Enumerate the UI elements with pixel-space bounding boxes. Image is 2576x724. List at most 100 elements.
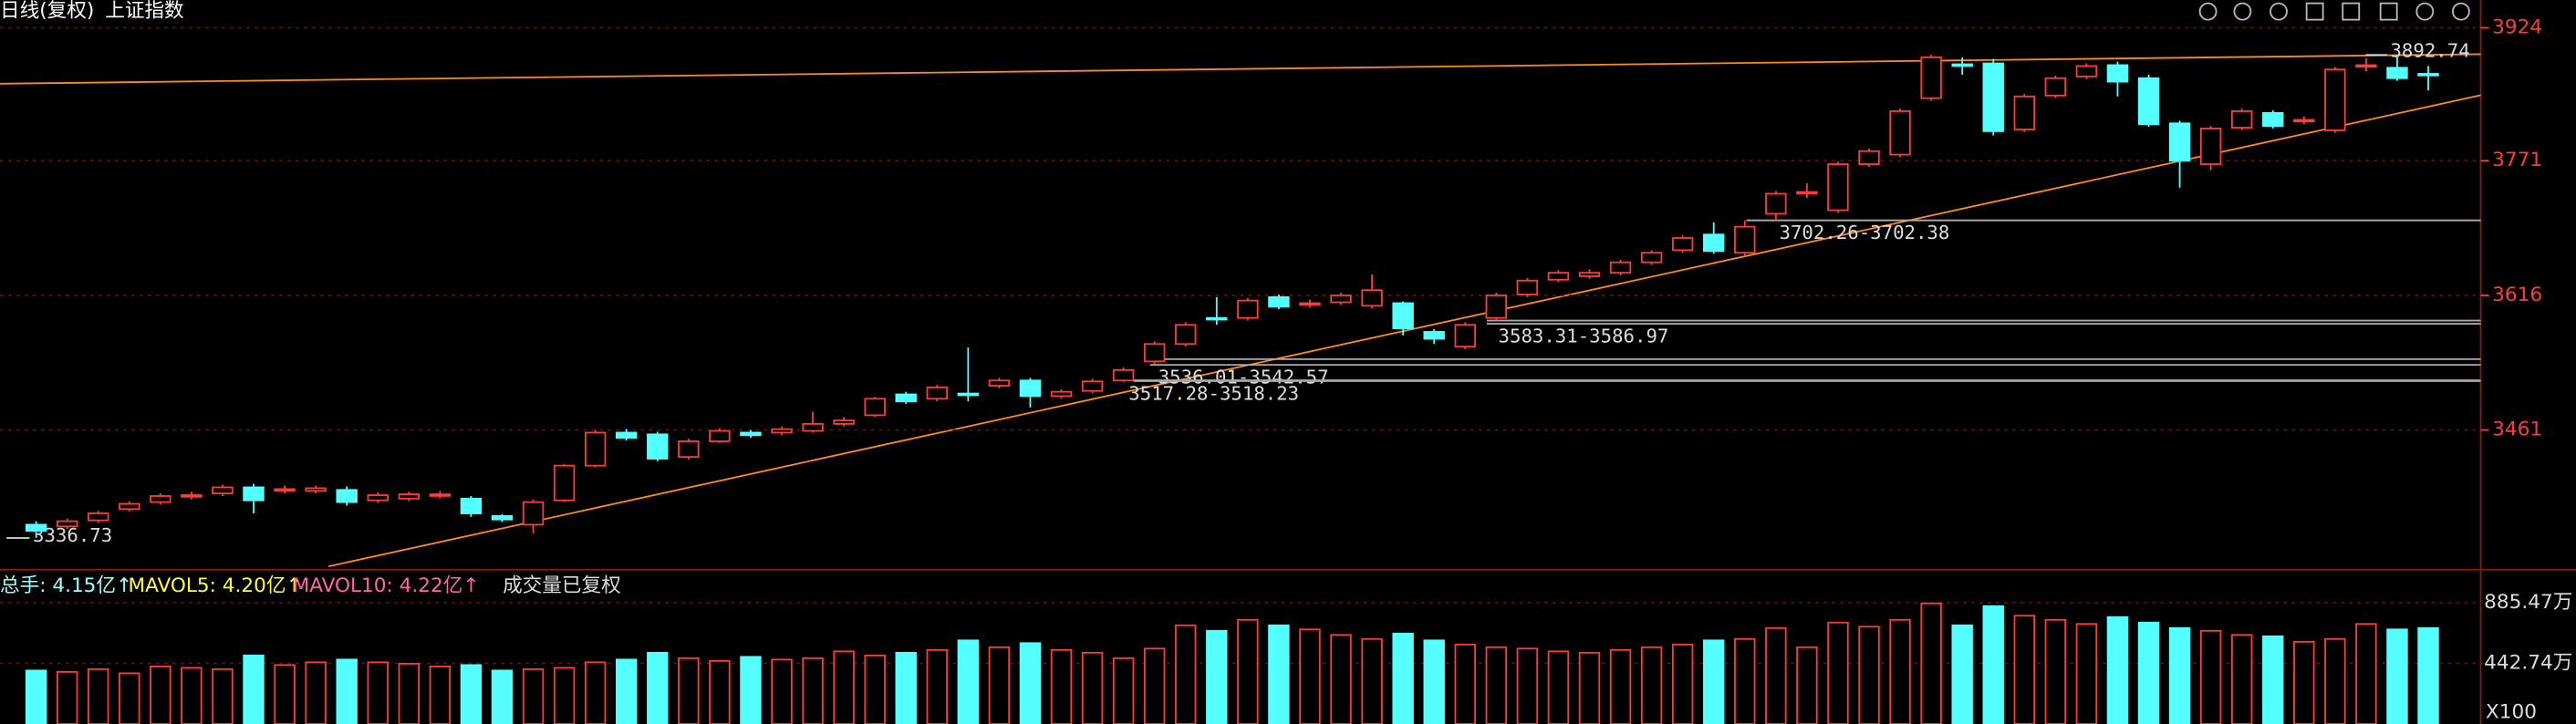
gap-label: 3583.31-3586.97 <box>1499 325 1669 346</box>
volume-bar <box>957 639 980 724</box>
volume-bar <box>1609 648 1632 724</box>
candle-body <box>367 494 389 502</box>
volume-bar <box>2262 635 2284 724</box>
candle-body <box>647 433 669 460</box>
volume-bar <box>1578 651 1601 724</box>
volume-bar <box>553 667 576 724</box>
candle-body <box>1112 368 1135 382</box>
candle-body <box>2075 65 2098 78</box>
window-icon[interactable] <box>2305 2 2324 21</box>
volume-bar <box>1019 642 1042 724</box>
legend-item: 成交量已复权 <box>503 574 621 597</box>
candle-body <box>1050 390 1073 398</box>
edit-icon[interactable] <box>2233 2 2252 21</box>
candle-body <box>988 379 1011 387</box>
volume-bar <box>1330 634 1352 724</box>
volume-bar <box>491 669 514 724</box>
price-annotation: 3336.73 <box>33 524 112 546</box>
candle-body <box>522 501 545 526</box>
volume-bar <box>2013 615 2035 724</box>
volume-bar <box>709 659 731 724</box>
volume-bar <box>1547 650 1570 724</box>
zoom-out-icon[interactable] <box>2452 2 2470 21</box>
candle-body <box>1703 233 1725 253</box>
volume-bar <box>1081 651 1104 724</box>
candle-body <box>2199 128 2222 165</box>
volume-bar <box>367 661 389 724</box>
volume-bar <box>336 658 358 724</box>
volume-bar <box>1392 632 1414 724</box>
candle-body <box>1206 316 1228 321</box>
volume-bar <box>1454 643 1476 724</box>
candle-body <box>243 486 265 502</box>
candle-body <box>1951 63 1973 67</box>
view-icon[interactable] <box>2270 2 2288 21</box>
volume-bar <box>522 667 545 724</box>
volume-bar <box>88 667 109 724</box>
candle-body <box>274 488 296 492</box>
volume-bar <box>1951 624 1973 724</box>
candle-body <box>895 393 917 403</box>
volume-bar <box>1827 621 1849 724</box>
volume-bar <box>150 665 171 724</box>
candle-body <box>1516 279 1539 295</box>
toolbar[interactable] <box>2198 2 2470 21</box>
volume-bar <box>1982 605 2004 724</box>
volume-bar <box>1206 629 1228 724</box>
lock-icon[interactable] <box>2379 2 2398 21</box>
volume-bar <box>1485 646 1508 724</box>
volume-bar <box>1112 657 1135 724</box>
volume-bar <box>1703 639 1725 724</box>
volume-bar <box>833 650 855 724</box>
gap-label: 3702.26-3702.38 <box>1780 222 1950 243</box>
candle-body <box>398 493 421 500</box>
y-tick-label: 3616 <box>2492 284 2542 306</box>
chart-title: 上证指数 <box>105 0 183 23</box>
volume-bar <box>1796 646 1818 724</box>
candle-body <box>181 494 203 498</box>
volume-bar <box>647 651 669 724</box>
volume-bar <box>2293 640 2315 724</box>
candle-body <box>2355 64 2377 68</box>
volume-bar <box>616 658 638 724</box>
volume-bar <box>802 657 824 724</box>
gap-label: 3536.01-3542.57 <box>1158 367 1329 388</box>
volume-bar <box>1050 648 1073 724</box>
candle-body <box>1920 56 1942 99</box>
volume-bar <box>1920 602 1942 724</box>
candle-body <box>1889 110 1911 156</box>
candle-body <box>212 486 234 495</box>
volume-bar <box>1640 646 1663 724</box>
candle-body <box>150 495 171 503</box>
volume-bar <box>895 651 917 724</box>
candle-body <box>1485 295 1508 319</box>
volume-bar <box>429 665 452 724</box>
candle-body <box>802 423 824 432</box>
candle-body <box>1640 252 1663 264</box>
volume-bar <box>1671 643 1694 724</box>
legend-item: MAVOL5: 4.20亿↑ <box>128 574 302 597</box>
volume-bar <box>2075 623 2098 724</box>
hand-icon[interactable] <box>2342 2 2361 21</box>
candle-body <box>957 392 980 397</box>
volume-bar <box>2230 634 2253 724</box>
volume-bar <box>2137 621 2160 724</box>
settings-icon[interactable] <box>2198 2 2218 21</box>
candle-body <box>305 487 327 492</box>
candle-body <box>1827 163 1849 212</box>
candle-body <box>1019 379 1042 398</box>
volume-bar <box>1237 618 1259 724</box>
candle-body <box>553 464 576 502</box>
volume-bar <box>274 664 296 724</box>
volume-bar <box>1889 618 1911 724</box>
volume-bar <box>988 646 1011 724</box>
candle-body <box>2386 67 2408 79</box>
volume-bar <box>864 654 886 724</box>
chart-subtitle: 日线(复权) <box>0 0 94 23</box>
candle-body <box>1392 302 1414 330</box>
candle-body <box>1143 343 1166 363</box>
volume-bar <box>678 657 700 724</box>
candle-body <box>678 440 700 459</box>
zoom-in-icon[interactable] <box>2415 2 2435 21</box>
